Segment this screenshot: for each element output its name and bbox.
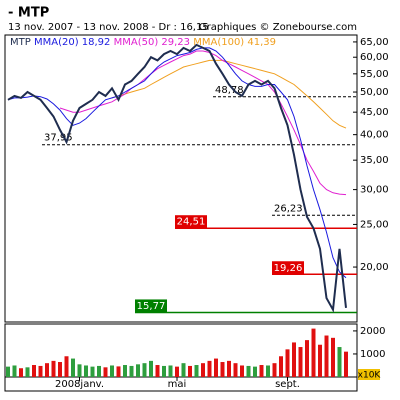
level-label: 26,23	[274, 203, 303, 214]
series-line	[7, 47, 347, 279]
volume-bar	[45, 363, 49, 377]
volume-bar	[77, 364, 82, 377]
volume-unit: x10K	[358, 371, 382, 381]
volume-bar	[97, 365, 101, 377]
volume-bar	[19, 368, 23, 377]
legend: MTP MMA(20) 18,92 MMA(50) 29,23 MMA(100)…	[10, 37, 276, 48]
volume-bar	[311, 328, 316, 377]
volume-panel	[4, 323, 358, 378]
volume-bar	[129, 365, 134, 377]
volume-bar	[207, 360, 212, 377]
volume-tick-label: 1000	[360, 349, 385, 360]
volume-bar	[64, 356, 69, 377]
volume-bar	[285, 349, 290, 377]
volume-bar	[51, 360, 56, 377]
level-box	[272, 261, 304, 275]
volume-bar	[6, 366, 10, 377]
volume-bar	[298, 347, 303, 377]
volume-bar	[149, 360, 153, 377]
legend-entry: MTP	[10, 37, 31, 48]
price-panel	[4, 34, 358, 323]
y-tick-label: 45,00	[360, 107, 389, 118]
x-tick-label: sept.	[275, 379, 300, 390]
y-tick-label: 40,00	[360, 130, 389, 141]
volume-bar	[292, 342, 296, 377]
volume-bar	[318, 344, 322, 377]
level-box	[175, 215, 207, 229]
level-label: 48,78	[215, 85, 244, 96]
volume-bar	[175, 366, 179, 377]
volume-bar	[272, 363, 277, 377]
legend-entry: MMA(100) 41,39	[193, 37, 276, 48]
level-label: 37,95	[44, 133, 73, 144]
volume-bar	[188, 365, 192, 377]
volume-bar	[110, 365, 114, 377]
volume-bar	[279, 356, 283, 377]
volume-bar	[38, 365, 43, 377]
source: Graphiques © Zonebourse.com	[199, 22, 357, 33]
volume-bar	[58, 362, 62, 377]
y-tick-label: 35,00	[360, 155, 389, 166]
volume-bar	[90, 366, 95, 377]
y-tick-label: 55,00	[360, 69, 389, 80]
volume-bar	[253, 366, 257, 377]
volume-bar	[344, 351, 348, 377]
volume-bar	[181, 363, 186, 377]
level-box	[135, 299, 167, 313]
volume-bar	[233, 363, 238, 377]
volume-bar	[246, 365, 251, 377]
volume-bar	[123, 365, 127, 377]
volume-bar	[168, 365, 173, 377]
y-tick-label: 65,00	[360, 37, 389, 48]
volume-bar	[71, 358, 75, 377]
y-tick-label: 20,00	[360, 262, 389, 273]
volume-bar	[227, 360, 231, 377]
volume-bar	[142, 363, 147, 377]
volume-bar	[116, 366, 121, 377]
volume-bar	[331, 337, 335, 377]
volume-bar	[194, 365, 199, 377]
x-tick-label: 2008janv.	[55, 379, 104, 390]
volume-bar	[266, 365, 270, 377]
unit-box	[358, 369, 380, 380]
volume-bar	[12, 365, 17, 377]
volume-bar	[240, 365, 244, 377]
volume-bar	[220, 362, 225, 377]
chart-subtitle: 13 nov. 2007 - 13 nov. 2008 - Dr : 16,15	[8, 22, 209, 33]
volume-bar	[155, 365, 160, 377]
y-tick-label: 60,00	[360, 52, 389, 63]
volume-bar	[305, 340, 309, 377]
volume-bar	[337, 347, 342, 377]
volume-bar	[103, 367, 108, 377]
series-line	[59, 50, 347, 196]
volume-bar	[162, 365, 166, 377]
volume-bar	[136, 364, 140, 377]
level-label: 19,26	[274, 263, 303, 274]
volume-tick-label: 2000	[360, 326, 385, 337]
volume-bar	[84, 365, 88, 377]
volume-bar	[324, 335, 329, 377]
y-tick-label: 30,00	[360, 185, 389, 196]
volume-bar	[259, 365, 264, 377]
volume-bar	[32, 365, 36, 377]
legend-entry: MMA(20) 18,92	[34, 37, 110, 48]
x-axis-band	[4, 376, 358, 392]
level-label: 15,77	[137, 301, 166, 312]
chart-title: - MTP	[8, 6, 49, 21]
y-tick-label: 50,00	[360, 87, 389, 98]
series-line	[7, 43, 347, 313]
series-line	[111, 59, 347, 129]
x-tick-label: mai	[168, 379, 187, 390]
level-label: 24,51	[177, 217, 206, 228]
volume-bar	[25, 367, 30, 377]
y-tick-label: 25,00	[360, 219, 389, 230]
legend-entry: MMA(50) 29,23	[114, 37, 190, 48]
volume-bar	[214, 358, 218, 377]
volume-bar	[201, 363, 205, 377]
